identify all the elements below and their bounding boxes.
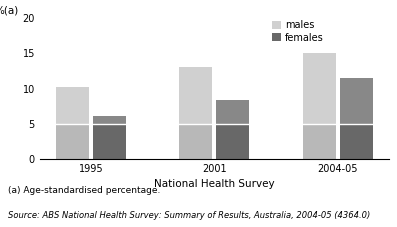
Bar: [179, 67, 212, 124]
Text: Source: ABS National Health Survey: Summary of Results, Australia, 2004-05 (4364: Source: ABS National Health Survey: Summ…: [8, 211, 370, 220]
X-axis label: National Health Survey: National Health Survey: [154, 179, 275, 189]
Bar: [93, 116, 126, 124]
Bar: [303, 53, 335, 124]
Bar: [93, 124, 126, 159]
Bar: [340, 78, 373, 124]
Bar: [179, 124, 212, 159]
Bar: [56, 87, 89, 124]
Text: (a) Age-standardised percentage.: (a) Age-standardised percentage.: [8, 186, 160, 195]
Bar: [340, 124, 373, 159]
Bar: [216, 124, 249, 159]
Text: %(a): %(a): [0, 5, 19, 15]
Legend: males, females: males, females: [272, 20, 324, 43]
Bar: [56, 124, 89, 159]
Bar: [216, 100, 249, 124]
Bar: [303, 124, 335, 159]
